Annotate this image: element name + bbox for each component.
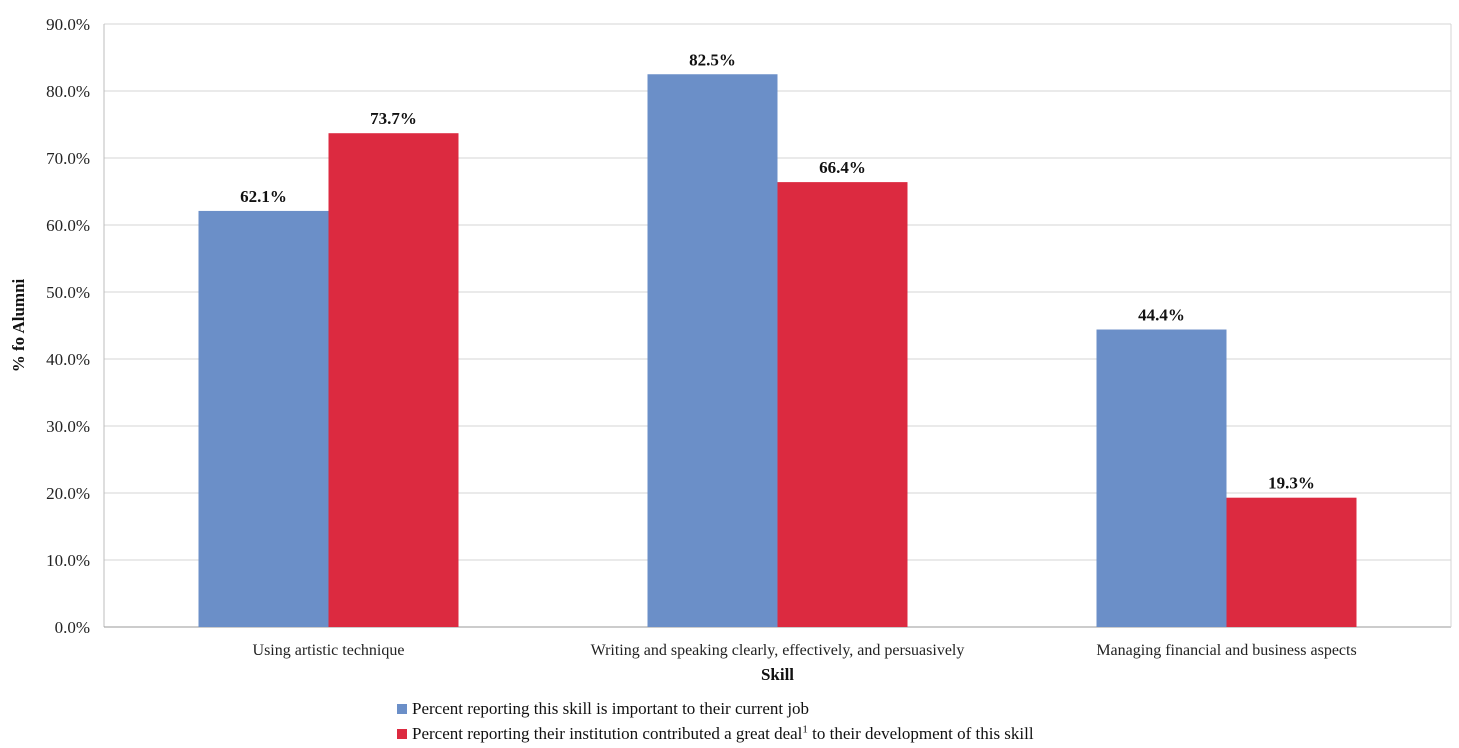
- data-label: 82.5%: [689, 50, 736, 69]
- bar-series-1: [1096, 329, 1227, 627]
- y-tick-label: 0.0%: [55, 618, 90, 637]
- bar-series-1: [647, 74, 778, 627]
- y-tick-label: 90.0%: [46, 15, 90, 34]
- x-tick-label: Managing financial and business aspects: [1096, 642, 1356, 659]
- data-label: 66.4%: [819, 158, 866, 177]
- x-axis-title: Skill: [761, 665, 794, 684]
- bar-series-1: [198, 210, 329, 627]
- y-tick-label: 70.0%: [46, 149, 90, 168]
- y-tick-label: 20.0%: [46, 484, 90, 503]
- data-label: 62.1%: [240, 187, 287, 206]
- footnote-marker: 1: [802, 722, 808, 735]
- legend-item-series-1: Percent reporting this skill is importan…: [397, 696, 1034, 721]
- y-tick-label: 30.0%: [46, 417, 90, 436]
- legend-label-series-2: Percent reporting their institution cont…: [412, 722, 1034, 743]
- legend-label-series-1: Percent reporting this skill is importan…: [412, 698, 810, 718]
- legend-swatch-series-2: [397, 728, 407, 739]
- data-label: 44.4%: [1138, 306, 1185, 325]
- bar-series-2: [328, 133, 459, 627]
- x-tick-label: Writing and speaking clearly, effectivel…: [591, 642, 965, 659]
- y-tick-label: 80.0%: [46, 82, 90, 101]
- legend: Percent reporting this skill is importan…: [397, 696, 1034, 746]
- y-tick-label: 60.0%: [46, 216, 90, 235]
- y-tick-label: 50.0%: [46, 283, 90, 302]
- bar-series-2: [1226, 497, 1357, 627]
- data-label: 19.3%: [1268, 474, 1315, 493]
- y-axis-title: % fo Alumni: [9, 278, 28, 372]
- bar-series-2: [777, 182, 908, 627]
- y-tick-label: 10.0%: [46, 551, 90, 570]
- legend-item-series-2: Percent reporting their institution cont…: [397, 721, 1034, 746]
- data-label: 73.7%: [370, 109, 417, 128]
- y-tick-label: 40.0%: [46, 350, 90, 369]
- legend-swatch-series-1: [397, 703, 407, 714]
- x-tick-label: Using artistic technique: [253, 642, 405, 659]
